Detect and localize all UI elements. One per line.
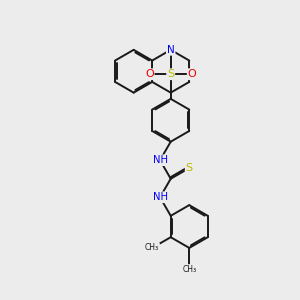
Text: S: S <box>186 163 193 173</box>
Text: O: O <box>188 69 197 79</box>
Text: NH: NH <box>152 155 167 165</box>
Text: CH₃: CH₃ <box>145 243 159 252</box>
Text: N: N <box>167 45 175 55</box>
Text: NH: NH <box>152 192 167 202</box>
Text: O: O <box>145 69 154 79</box>
Text: CH₃: CH₃ <box>182 265 196 274</box>
Text: S: S <box>167 69 174 79</box>
